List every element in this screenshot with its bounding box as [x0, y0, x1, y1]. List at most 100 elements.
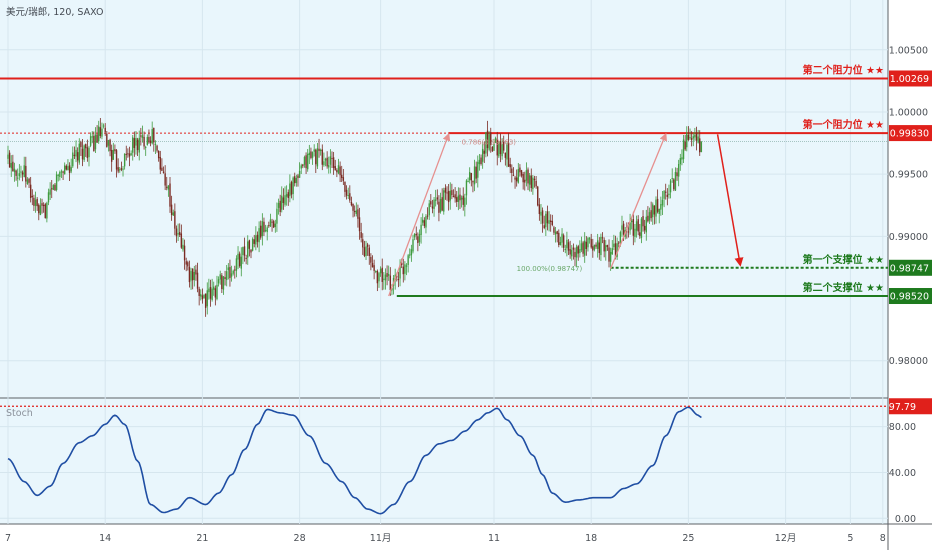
candle-body [55, 174, 58, 191]
candle-body [341, 174, 343, 178]
candle-body [321, 149, 323, 165]
candle-body [682, 139, 685, 160]
candle-body [443, 190, 445, 212]
candle-body [29, 184, 32, 199]
candle-body [51, 188, 53, 190]
candle-body [251, 238, 254, 251]
candle-body [524, 179, 526, 183]
time-tick-label: 28 [294, 533, 306, 544]
stoch-tick-label: 80.00 [889, 422, 916, 433]
candle-body [559, 241, 562, 245]
candle-body [494, 138, 497, 143]
candle-body [248, 240, 251, 249]
candle-body [431, 206, 434, 209]
price-tick-label: 1.00500 [889, 45, 928, 56]
price-tag-2: 0.99830 [890, 129, 929, 140]
candle-body [250, 249, 252, 253]
candle-body [384, 274, 387, 281]
candle-body [117, 167, 119, 172]
candle-body [170, 204, 173, 215]
candle-body [213, 286, 215, 290]
candle-body [493, 143, 495, 151]
candle-body [473, 166, 476, 185]
candle-body [109, 139, 111, 152]
candle-body [634, 228, 636, 237]
candle-body [389, 275, 392, 290]
candle-body [148, 136, 150, 143]
candle-body [548, 220, 550, 224]
candle-body [569, 249, 571, 255]
candle-body [673, 179, 675, 190]
candle-body [577, 246, 579, 254]
candle-body [426, 215, 429, 217]
candle-body [486, 130, 489, 149]
candle-body [128, 153, 131, 157]
candle-body [141, 135, 144, 138]
candle-body [245, 257, 247, 260]
candle-body [266, 227, 268, 233]
level-label-3: 第一个支撑位 ★★ [803, 253, 884, 266]
candle-body [146, 137, 149, 145]
candle-body [307, 153, 309, 170]
candle-body [488, 134, 490, 150]
stoch-title: Stoch [6, 408, 33, 419]
candle-body [279, 200, 281, 213]
candle-body [44, 204, 46, 219]
candle-body [169, 183, 171, 207]
candle-body [572, 247, 575, 250]
time-tick-label: 11月 [370, 533, 392, 544]
price-tag-bg-1 [889, 70, 932, 87]
candle-body [42, 205, 45, 207]
candle-body [85, 144, 87, 149]
candle-body [136, 139, 139, 151]
candle-body [284, 195, 286, 205]
candle-body [528, 175, 531, 185]
candle-body [449, 190, 451, 201]
candle-body [115, 150, 118, 170]
candle-body [86, 147, 89, 158]
time-tick-label: 7 [5, 533, 11, 544]
candle-body [271, 221, 273, 223]
candle-body [420, 224, 422, 235]
candle-body [180, 233, 183, 248]
candle-body [130, 153, 132, 156]
candle-body [316, 148, 319, 167]
candle-body [357, 209, 359, 219]
candle-body [183, 245, 186, 261]
candle-body [480, 157, 482, 165]
candle-body [300, 165, 302, 169]
candle-body [260, 225, 262, 238]
candle-body [156, 145, 158, 151]
candle-body [203, 295, 205, 298]
candle-body [514, 177, 516, 180]
candle-body [323, 161, 325, 166]
candle-body [585, 241, 588, 250]
candle-body [57, 174, 59, 176]
candle-body [660, 204, 662, 210]
candle-body [149, 140, 152, 143]
time-tick-label: 5 [847, 533, 853, 544]
candle-body [347, 195, 349, 197]
candle-body [350, 201, 353, 206]
stoch-line [7, 406, 702, 515]
candle-body [535, 180, 537, 187]
candle-body [614, 243, 617, 258]
candle-body [324, 158, 327, 161]
candle-body [430, 201, 432, 205]
candle-body [507, 142, 510, 167]
candle-body [404, 264, 406, 274]
candle-body [31, 195, 33, 198]
candle-body [407, 255, 409, 265]
candle-body [65, 165, 68, 170]
candle-body [195, 269, 197, 275]
candle-body [697, 136, 699, 143]
candle-body [290, 181, 293, 195]
candle-body [689, 137, 691, 139]
candle-body [561, 233, 563, 243]
candle-body [425, 216, 427, 228]
candle-body [554, 231, 557, 235]
candle-body [575, 246, 578, 258]
candle-body [622, 223, 625, 235]
candle-body [538, 204, 541, 215]
